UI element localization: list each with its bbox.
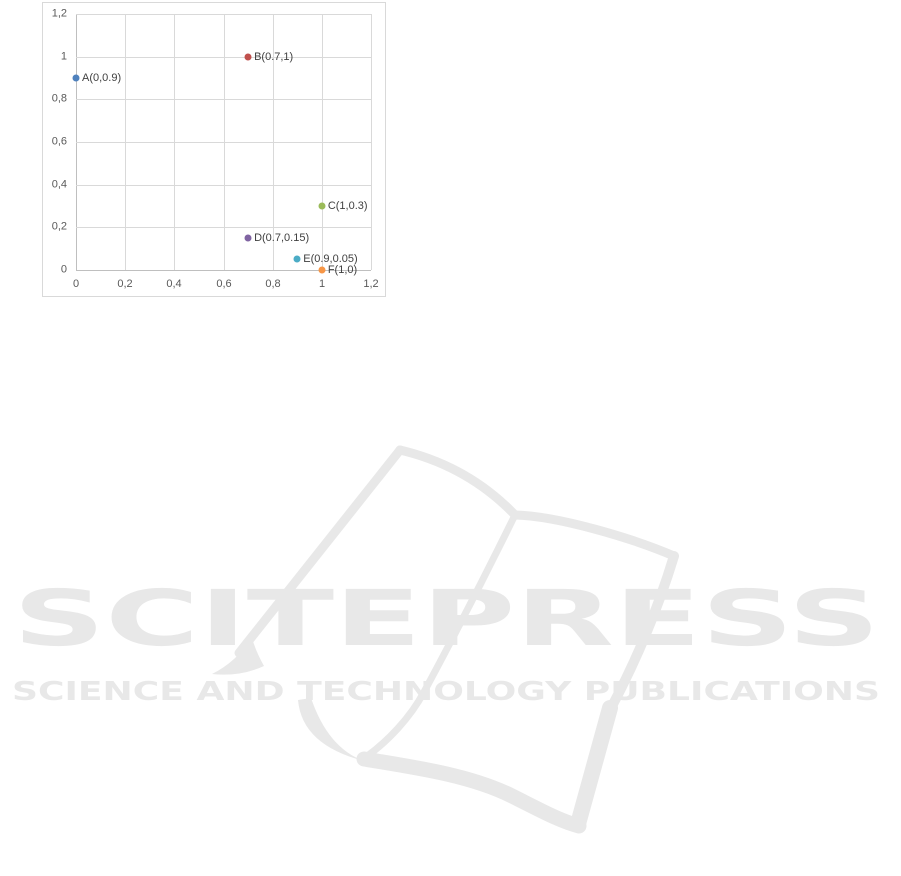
- data-point-label: D(0.7,0.15): [254, 232, 310, 244]
- horizontal-gridline: [76, 142, 371, 143]
- open-book-watermark-icon: [234, 445, 679, 834]
- x-axis-tick-label: 0: [72, 278, 80, 290]
- data-point-marker: [318, 266, 326, 274]
- scitepress-logo-text: SCITEPRESS: [13, 575, 880, 664]
- scitepress-watermark: SCITEPRESS SCIENCE AND TECHNOLOGY PUBLIC…: [12, 445, 880, 834]
- plot-area: 0 0,2 0,4 0,6 0,8 1 1,2 0 0,2 0,4 0,6 0,8 1 1,2 A(0,0.…: [52, 8, 379, 291]
- data-point-label: E(0.9,0.05): [303, 253, 358, 266]
- data-point-marker: [72, 74, 80, 82]
- data-point-marker: [293, 255, 301, 263]
- y-axis-tick-label: 0,8: [51, 92, 67, 105]
- y-axis-tick-label: 1,2: [51, 7, 67, 20]
- y-axis-tick-label: 0,2: [51, 220, 67, 233]
- horizontal-gridline: [76, 57, 371, 58]
- y-axis-tick-label: 0,4: [51, 178, 67, 191]
- data-point-label: A(0,0.9): [82, 72, 122, 84]
- data-point-marker: [244, 234, 252, 242]
- data-point-label: C(1,0.3): [327, 200, 368, 212]
- vertical-gridline: [371, 14, 372, 270]
- logo-arrow-slash-icon: [212, 638, 364, 761]
- x-axis-tick-label: 0,8: [265, 278, 281, 290]
- horizontal-gridline: [76, 227, 371, 228]
- scatter-chart: 0 0,2 0,4 0,6 0,8 1 1,2 0 0,2 0,4 0,6 0,8 1 1,2 A(0,0.…: [42, 2, 386, 297]
- horizontal-gridline: [76, 99, 371, 100]
- y-axis-tick-label: 0: [60, 263, 67, 276]
- data-point-marker: [244, 53, 252, 61]
- x-axis-tick-label: 1,2: [363, 278, 379, 290]
- x-axis-tick-label: 1: [318, 278, 326, 290]
- x-axis-tick-label: 0,6: [216, 278, 232, 290]
- data-point-label: F(1,0): [327, 264, 358, 276]
- y-axis-tick-label: 1: [60, 50, 67, 63]
- x-axis-tick-label: 0,2: [117, 278, 133, 290]
- x-axis-tick-label: 0,4: [166, 278, 182, 290]
- scitepress-tagline-text: SCIENCE AND TECHNOLOGY PUBLICATIONS: [12, 677, 880, 707]
- data-point-marker: [318, 202, 326, 210]
- horizontal-gridline: [76, 14, 371, 15]
- y-axis-tick-label: 0,6: [51, 135, 67, 148]
- x-axis-line: [76, 270, 371, 271]
- horizontal-gridline: [76, 185, 371, 186]
- data-point-label: B(0.7,1): [254, 50, 294, 63]
